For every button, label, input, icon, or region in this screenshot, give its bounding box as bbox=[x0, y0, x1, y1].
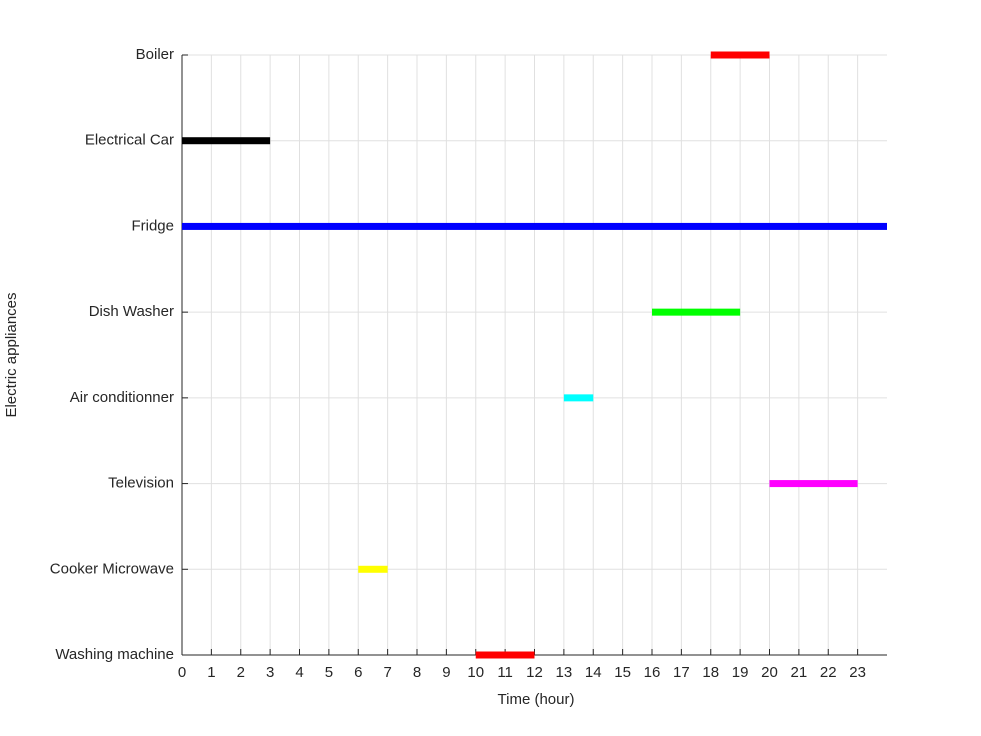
x-tick-label: 19 bbox=[732, 664, 749, 681]
x-tick-label: 12 bbox=[526, 664, 543, 681]
bar bbox=[182, 137, 271, 145]
y-tick-label: Electrical Car bbox=[85, 132, 174, 149]
y-tick-label: Washing machine bbox=[55, 646, 174, 663]
x-tick-label: 11 bbox=[497, 664, 513, 681]
x-tick-label: 1 bbox=[207, 664, 215, 681]
x-tick-label: 7 bbox=[383, 664, 391, 681]
x-tick-label: 13 bbox=[556, 664, 573, 681]
y-tick-label: Boiler bbox=[136, 46, 174, 63]
x-tick-label: 9 bbox=[442, 664, 450, 681]
x-tick-label: 4 bbox=[295, 664, 303, 681]
x-tick-label: 15 bbox=[614, 664, 631, 681]
bar bbox=[769, 480, 858, 488]
x-tick-label: 17 bbox=[673, 664, 690, 681]
bar bbox=[652, 308, 741, 316]
bar bbox=[563, 394, 594, 402]
bar bbox=[710, 51, 770, 59]
bar bbox=[358, 565, 388, 573]
x-tick-label: 23 bbox=[849, 664, 866, 681]
x-tick-label: 10 bbox=[467, 664, 484, 681]
x-tick-label: 8 bbox=[413, 664, 421, 681]
x-tick-label: 6 bbox=[354, 664, 362, 681]
x-tick-label: 2 bbox=[237, 664, 245, 681]
x-tick-label: 22 bbox=[820, 664, 837, 681]
x-axis-label: Time (hour) bbox=[498, 691, 575, 708]
x-tick-label: 5 bbox=[325, 664, 333, 681]
y-tick-label: Television bbox=[108, 475, 174, 492]
x-tick-label: 16 bbox=[644, 664, 661, 681]
x-tick-label: 21 bbox=[791, 664, 808, 681]
x-tick-label: 14 bbox=[585, 664, 602, 681]
y-tick-label: Cooker Microwave bbox=[50, 560, 174, 577]
y-tick-label: Fridge bbox=[131, 217, 174, 234]
y-tick-label: Air conditionner bbox=[70, 389, 174, 406]
x-tick-label: 18 bbox=[702, 664, 719, 681]
x-tick-label: 20 bbox=[761, 664, 778, 681]
x-tick-label: 0 bbox=[178, 664, 186, 681]
bar bbox=[475, 651, 535, 659]
y-tick-label: Dish Washer bbox=[89, 303, 174, 320]
x-tick-label: 3 bbox=[266, 664, 274, 681]
y-axis-label: Electric appliances bbox=[3, 292, 20, 417]
bar bbox=[182, 222, 887, 230]
